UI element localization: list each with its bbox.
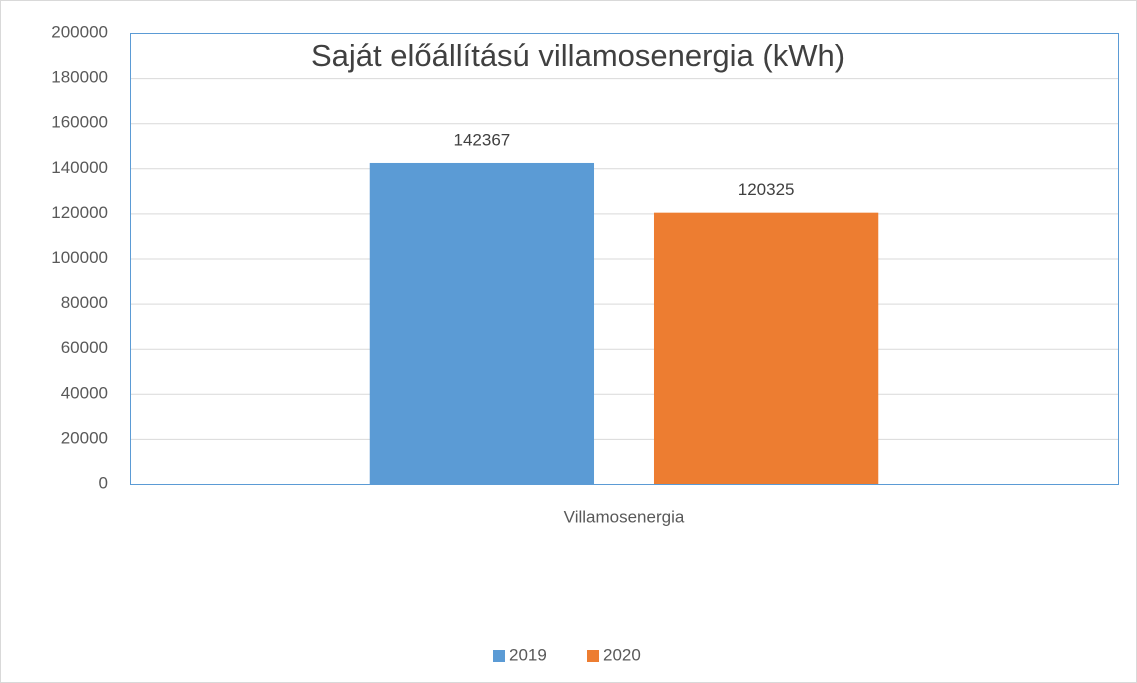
chart-title: Saját előállítású villamosenergia (kWh)	[311, 38, 845, 73]
y-tick-label: 120000	[51, 203, 108, 222]
y-tick-label: 140000	[51, 158, 108, 177]
y-tick-label: 80000	[61, 293, 108, 312]
legend-label: 2019	[509, 645, 547, 664]
y-tick-label: 200000	[51, 22, 108, 41]
y-tick-label: 160000	[51, 113, 108, 132]
y-tick-label: 40000	[61, 383, 108, 402]
bar	[653, 212, 879, 485]
legend-swatch	[493, 650, 505, 662]
legend-label: 2020	[603, 645, 641, 664]
x-tick-label: Villamosenergia	[564, 507, 685, 526]
plot-border	[130, 33, 1119, 485]
data-label: 120325	[738, 180, 795, 199]
bar	[369, 162, 595, 485]
y-tick-label: 180000	[51, 68, 108, 87]
y-tick-label: 60000	[61, 338, 108, 357]
y-tick-label: 100000	[51, 248, 108, 267]
legend-swatch	[587, 650, 599, 662]
y-tick-label: 0	[99, 473, 108, 492]
data-label: 142367	[454, 130, 511, 149]
y-tick-label: 20000	[61, 428, 108, 447]
